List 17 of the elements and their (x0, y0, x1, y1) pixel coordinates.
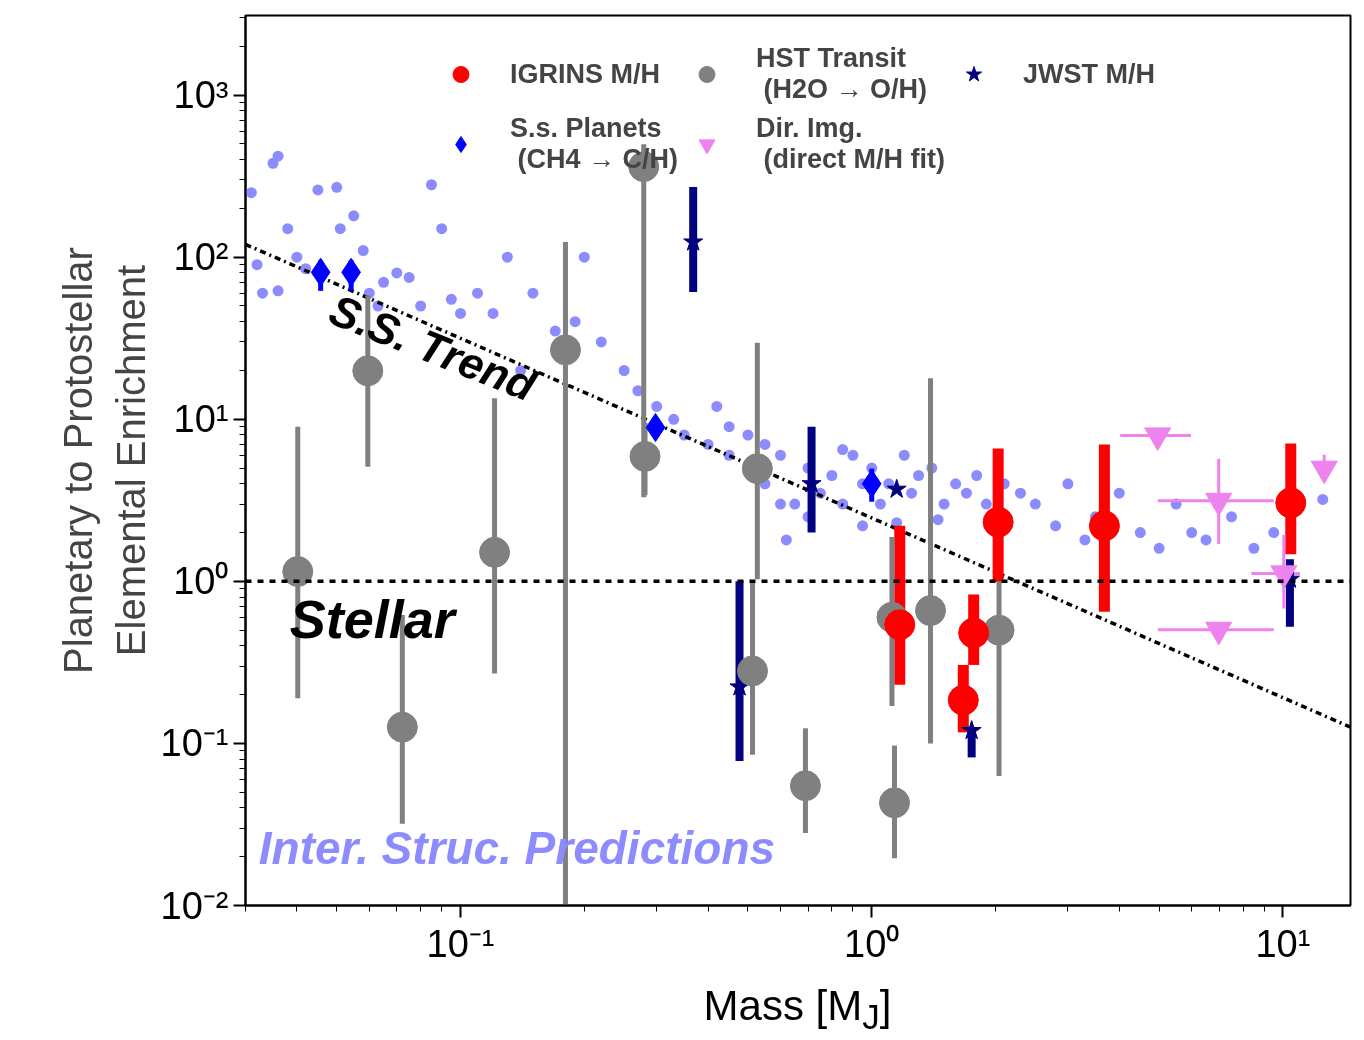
x-tick-label: 10⁻¹ (426, 922, 495, 965)
y-tick-label: 10¹ (173, 398, 229, 441)
y-tick-label: 10⁰ (173, 560, 229, 603)
x-tick-label: 10¹ (1255, 922, 1311, 965)
text: S.S. Trend (322, 284, 544, 411)
y-axis-title: Planetary to Protostellar Elemental Enrichment (55, 247, 153, 674)
x-tick-label: 10⁰ (844, 922, 900, 965)
y-tick-label: 10³ (173, 74, 229, 117)
legend-label: Dir. Img. (direct M/H fit) (756, 113, 945, 175)
legend-label: HST Transit (H2O → O/H) (756, 43, 928, 105)
y-tick-label: 10⁻¹ (160, 722, 229, 765)
legend-label: IGRINS M/H (510, 58, 661, 90)
x-axis-title: Mass [M$_{J}$] (703, 982, 892, 1037)
ref-line-label: Stellar (289, 589, 458, 650)
legend-label: JWST M/H (1023, 58, 1155, 90)
y-tick-label: 10⁻² (160, 884, 229, 927)
y-tick-label: 10² (173, 236, 229, 279)
